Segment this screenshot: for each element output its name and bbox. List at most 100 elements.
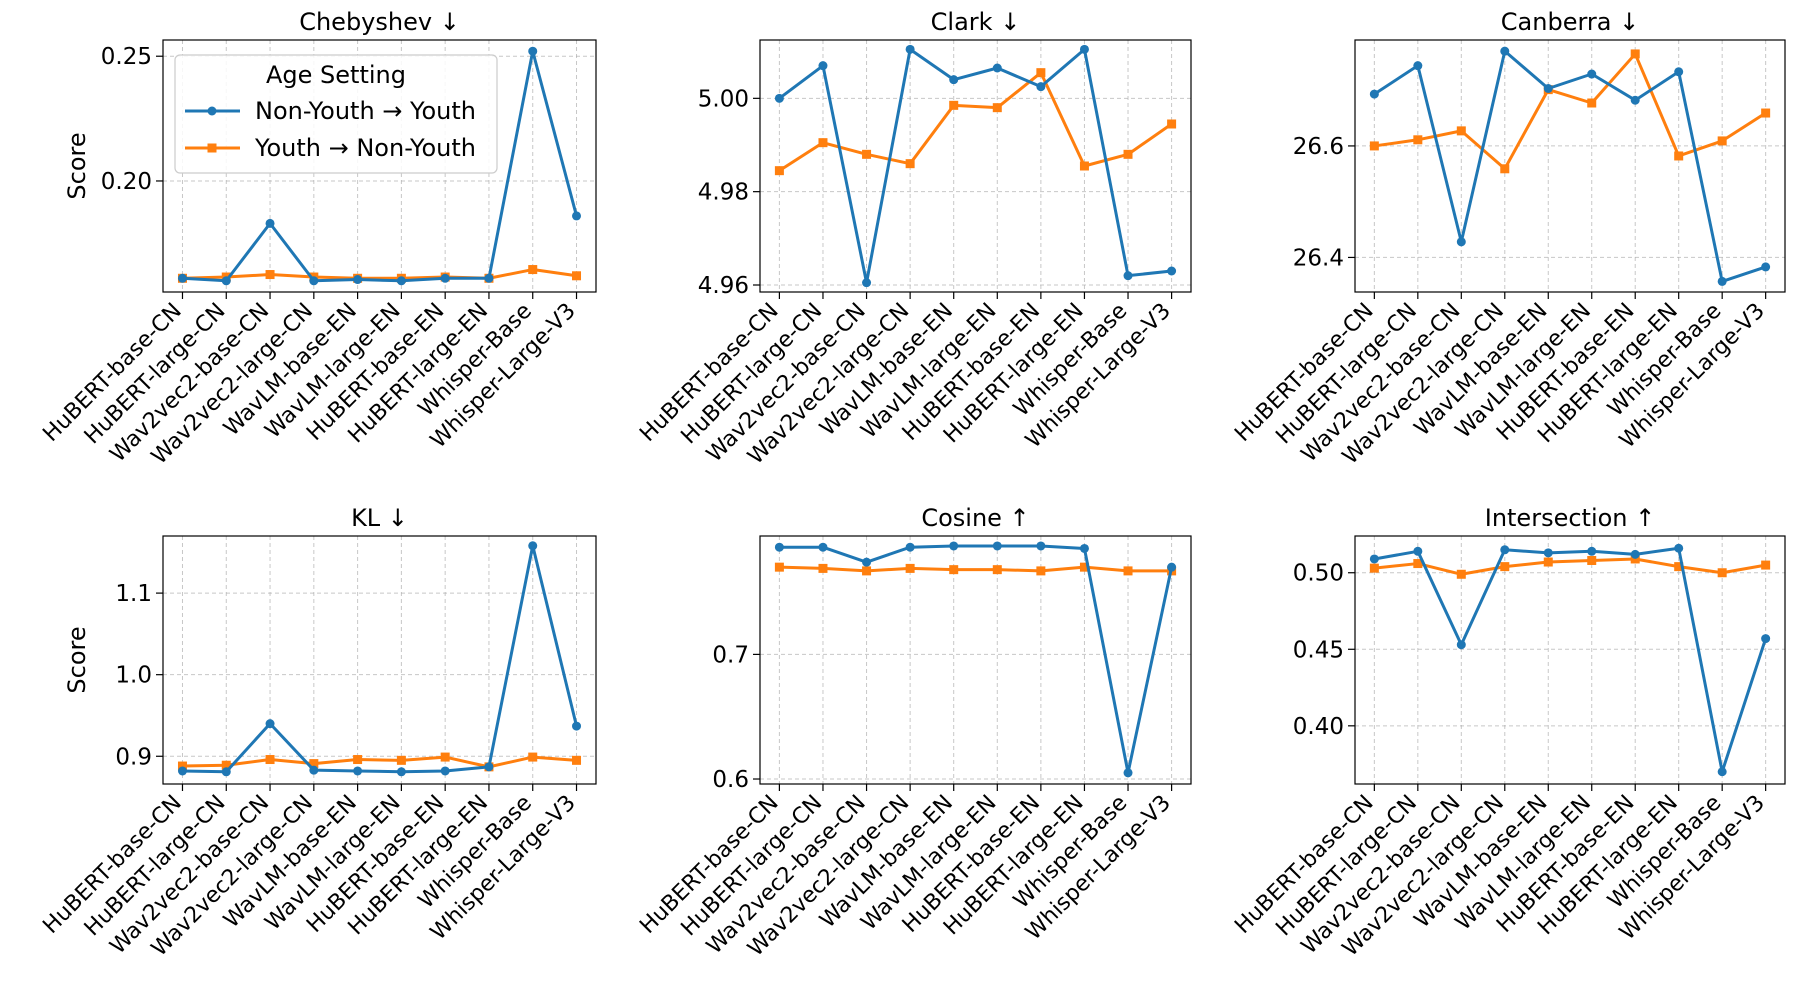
y-tick-label: 0.40 bbox=[1293, 714, 1344, 740]
data-point-non-youth-to-youth bbox=[1500, 46, 1510, 56]
panel-title: Clark ↓ bbox=[931, 8, 1021, 36]
data-point-non-youth-to-youth bbox=[949, 541, 959, 551]
data-point-non-youth-to-youth bbox=[1123, 271, 1133, 281]
data-point-youth-to-non-youth bbox=[528, 265, 538, 275]
data-point-non-youth-to-youth bbox=[774, 542, 784, 552]
data-point-non-youth-to-youth bbox=[1167, 562, 1177, 572]
data-point-youth-to-non-youth bbox=[265, 270, 275, 280]
data-point-non-youth-to-youth bbox=[528, 46, 538, 56]
axes-frame bbox=[759, 39, 1192, 293]
data-point-youth-to-non-youth bbox=[440, 752, 450, 762]
data-point-youth-to-non-youth bbox=[1674, 151, 1684, 161]
series-line-youth-to-non-youth bbox=[182, 268, 577, 280]
data-point-non-youth-to-youth bbox=[1079, 543, 1089, 553]
data-point-non-youth-to-youth bbox=[1413, 546, 1423, 556]
data-point-non-youth-to-youth bbox=[818, 542, 828, 552]
series-line-non-youth-to-youth bbox=[182, 544, 578, 774]
y-tick-label: 0.7 bbox=[712, 642, 749, 668]
data-point-non-youth-to-youth bbox=[221, 276, 231, 286]
data-point-non-youth-to-youth bbox=[992, 541, 1002, 551]
data-point-youth-to-non-youth bbox=[1369, 141, 1379, 151]
data-point-youth-to-non-youth bbox=[177, 761, 187, 771]
data-point-non-youth-to-youth bbox=[572, 721, 582, 731]
series-line-youth-to-non-youth bbox=[1374, 557, 1766, 576]
legend-marker-square bbox=[207, 143, 217, 153]
panel-title: Intersection ↑ bbox=[1485, 504, 1656, 532]
data-point-youth-to-non-youth bbox=[1123, 566, 1133, 576]
axes-frame bbox=[1354, 535, 1786, 785]
data-point-non-youth-to-youth bbox=[1167, 266, 1177, 276]
data-point-youth-to-non-youth bbox=[1036, 566, 1046, 576]
data-point-youth-to-non-youth bbox=[1413, 559, 1423, 569]
data-point-youth-to-non-youth bbox=[1456, 569, 1466, 579]
data-point-non-youth-to-youth bbox=[1761, 634, 1771, 644]
series-line-youth-to-non-youth bbox=[778, 71, 1173, 172]
data-point-non-youth-to-youth bbox=[1123, 768, 1133, 778]
data-point-non-youth-to-youth bbox=[484, 273, 494, 283]
data-point-youth-to-non-youth bbox=[1761, 560, 1771, 570]
data-point-non-youth-to-youth bbox=[353, 275, 363, 285]
data-point-youth-to-non-youth bbox=[905, 159, 915, 169]
y-tick-label: 0.50 bbox=[1293, 561, 1344, 587]
data-point-youth-to-non-youth bbox=[353, 755, 363, 765]
data-point-youth-to-non-youth bbox=[862, 149, 872, 159]
data-point-non-youth-to-youth bbox=[1456, 237, 1466, 247]
panel-title: Chebyshev ↓ bbox=[299, 8, 460, 36]
data-point-youth-to-non-youth bbox=[992, 103, 1002, 113]
data-point-youth-to-non-youth bbox=[1543, 557, 1553, 567]
data-point-non-youth-to-youth bbox=[440, 273, 450, 283]
data-point-non-youth-to-youth bbox=[484, 762, 494, 772]
data-point-youth-to-non-youth bbox=[949, 100, 959, 110]
data-point-non-youth-to-youth bbox=[440, 766, 450, 776]
data-point-non-youth-to-youth bbox=[1761, 262, 1771, 272]
data-point-non-youth-to-youth bbox=[309, 276, 319, 286]
legend-entry-label: Non-Youth → Youth bbox=[255, 97, 476, 125]
data-point-non-youth-to-youth bbox=[949, 75, 959, 85]
axes-frame bbox=[1354, 39, 1786, 293]
data-point-non-youth-to-youth bbox=[1543, 84, 1553, 94]
y-tick-label: 0.25 bbox=[101, 44, 152, 70]
data-point-non-youth-to-youth bbox=[1036, 541, 1046, 551]
data-point-youth-to-non-youth bbox=[1079, 562, 1089, 572]
data-point-youth-to-non-youth bbox=[572, 271, 582, 281]
data-point-non-youth-to-youth bbox=[1543, 548, 1553, 558]
data-point-youth-to-non-youth bbox=[1587, 98, 1597, 108]
data-point-non-youth-to-youth bbox=[221, 767, 231, 777]
data-point-youth-to-non-youth bbox=[221, 760, 231, 770]
y-axis-label: Score bbox=[63, 132, 91, 199]
y-tick-label: 26.6 bbox=[1293, 134, 1344, 160]
data-point-non-youth-to-youth bbox=[1674, 543, 1684, 553]
legend: Age Setting Non-Youth → Youth Youth → Non-… bbox=[174, 54, 498, 174]
data-point-non-youth-to-youth bbox=[862, 557, 872, 567]
data-point-youth-to-non-youth bbox=[1630, 49, 1640, 59]
data-point-non-youth-to-youth bbox=[1413, 61, 1423, 71]
data-point-non-youth-to-youth bbox=[1587, 69, 1597, 79]
axes-frame bbox=[162, 39, 597, 293]
data-point-non-youth-to-youth bbox=[818, 61, 828, 71]
data-point-non-youth-to-youth bbox=[1500, 545, 1510, 555]
y-tick-label: 5.00 bbox=[698, 86, 749, 112]
series-line-non-youth-to-youth bbox=[1374, 546, 1768, 774]
y-tick-label: 4.96 bbox=[698, 273, 749, 299]
data-point-non-youth-to-youth bbox=[1630, 95, 1640, 105]
legend-marker-circle bbox=[207, 106, 217, 116]
data-point-youth-to-non-youth bbox=[905, 563, 915, 573]
data-point-youth-to-non-youth bbox=[1587, 555, 1597, 565]
series-line-non-youth-to-youth bbox=[1373, 49, 1767, 283]
y-tick-label: 0.9 bbox=[115, 744, 152, 770]
data-point-youth-to-non-youth bbox=[992, 565, 1002, 575]
data-point-non-youth-to-youth bbox=[905, 542, 915, 552]
data-point-youth-to-non-youth bbox=[949, 565, 959, 575]
y-tick-label: 4.98 bbox=[698, 180, 749, 206]
data-point-youth-to-non-youth bbox=[1123, 149, 1133, 159]
data-point-non-youth-to-youth bbox=[396, 767, 406, 777]
data-point-youth-to-non-youth bbox=[1761, 108, 1771, 118]
data-point-youth-to-non-youth bbox=[309, 759, 319, 769]
data-point-non-youth-to-youth bbox=[1369, 89, 1379, 99]
data-point-youth-to-non-youth bbox=[862, 566, 872, 576]
data-point-non-youth-to-youth bbox=[992, 63, 1002, 73]
data-point-non-youth-to-youth bbox=[1036, 82, 1046, 92]
data-point-non-youth-to-youth bbox=[528, 541, 538, 551]
data-point-youth-to-non-youth bbox=[774, 562, 784, 572]
y-tick-label: 0.6 bbox=[712, 767, 749, 793]
